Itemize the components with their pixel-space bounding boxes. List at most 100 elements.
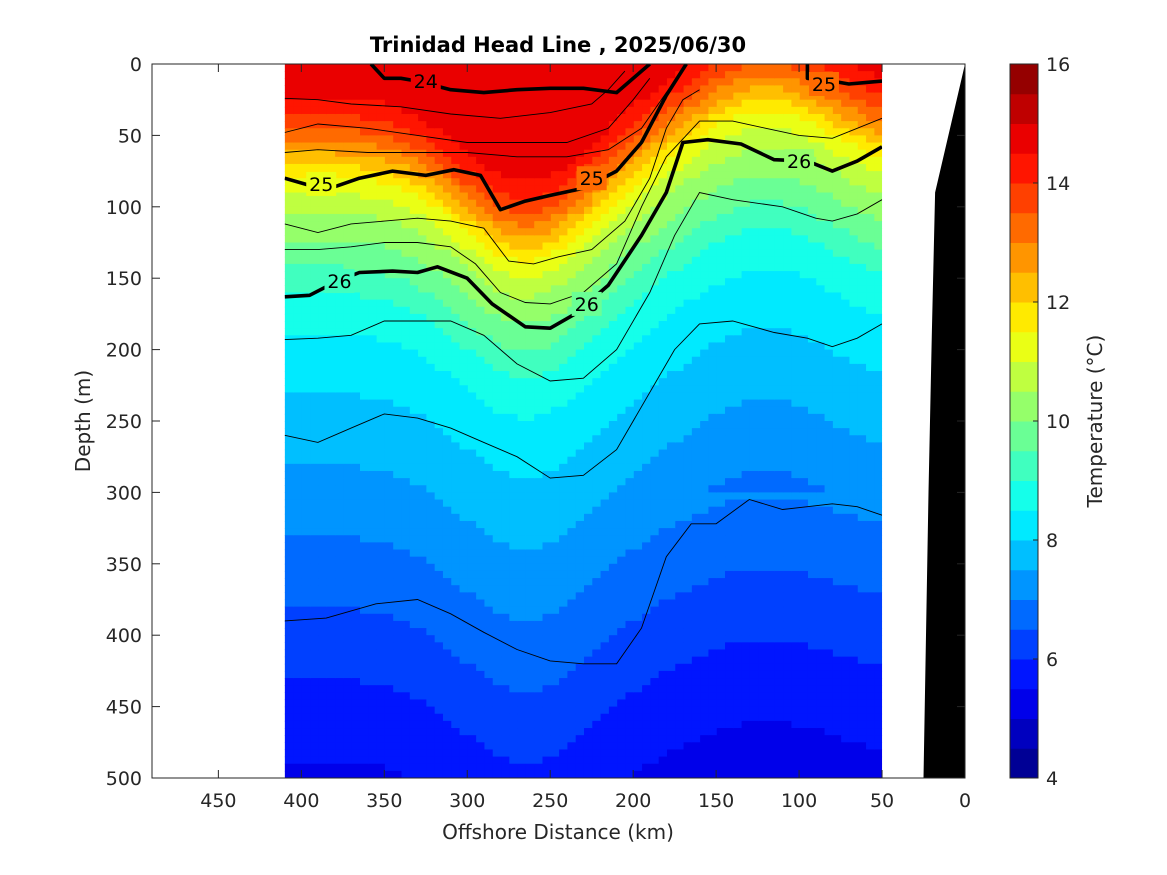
temperature-cell bbox=[666, 435, 676, 444]
temperature-cell bbox=[699, 85, 709, 94]
temperature-cell bbox=[483, 749, 493, 758]
temperature-cell bbox=[724, 406, 734, 415]
temperature-cell bbox=[757, 685, 767, 693]
temperature-cell bbox=[525, 256, 535, 265]
temperature-cell bbox=[558, 213, 568, 222]
temperature-cell bbox=[658, 64, 667, 72]
temperature-cell bbox=[799, 728, 808, 736]
temperature-cell bbox=[583, 670, 593, 679]
temperature-cell bbox=[707, 742, 717, 751]
temperature-cell bbox=[857, 506, 867, 515]
temperature-cell bbox=[749, 513, 759, 522]
temperature-cell bbox=[624, 706, 634, 715]
temperature-cell bbox=[707, 449, 717, 458]
temperature-cell bbox=[475, 678, 485, 686]
temperature-cell bbox=[483, 456, 493, 465]
temperature-cell bbox=[724, 163, 734, 172]
temperature-cell bbox=[873, 413, 883, 422]
temperature-cell bbox=[716, 328, 726, 336]
temperature-cell bbox=[757, 85, 767, 94]
temperature-cell bbox=[616, 313, 626, 322]
temperature-cell bbox=[699, 185, 709, 194]
temperature-cell bbox=[840, 599, 850, 608]
temperature-cell bbox=[533, 720, 543, 729]
temperature-cell bbox=[641, 706, 651, 715]
temperature-cell bbox=[732, 606, 742, 615]
temperature-cell bbox=[799, 428, 808, 436]
temperature-cell bbox=[467, 670, 477, 679]
temperature-cell bbox=[666, 363, 676, 372]
temperature-cell bbox=[682, 578, 692, 586]
temperature-cell bbox=[575, 606, 584, 615]
temperature-cell bbox=[848, 713, 858, 722]
temperature-cell bbox=[857, 178, 867, 186]
temperature-cell bbox=[716, 349, 726, 358]
temperature-cell bbox=[649, 506, 659, 515]
temperature-cell bbox=[765, 128, 775, 136]
temperature-cell bbox=[566, 470, 576, 479]
temperature-cell bbox=[724, 71, 734, 79]
temperature-cell bbox=[832, 470, 842, 479]
temperature-cell bbox=[649, 720, 659, 729]
temperature-cell bbox=[558, 620, 568, 629]
temperature-cell bbox=[550, 685, 560, 693]
temperature-cell bbox=[857, 342, 867, 351]
temperature-cell bbox=[807, 221, 817, 229]
temperature-cell bbox=[790, 421, 800, 429]
temperature-cell bbox=[815, 428, 825, 436]
temperature-cell bbox=[475, 299, 485, 308]
temperature-cell bbox=[790, 549, 800, 558]
temperature-cell bbox=[467, 449, 477, 458]
temperature-cell bbox=[599, 649, 609, 658]
temperature-cell bbox=[749, 128, 759, 136]
temperature-cell bbox=[707, 328, 717, 336]
temperature-cell bbox=[500, 656, 510, 665]
temperature-cell bbox=[591, 742, 601, 751]
temperature-cell bbox=[583, 599, 593, 608]
temperature-cell bbox=[641, 421, 651, 429]
temperature-cell bbox=[658, 299, 667, 308]
temperature-cell bbox=[641, 413, 651, 422]
temperature-cell bbox=[541, 513, 551, 522]
temperature-cell bbox=[682, 749, 692, 758]
temperature-cell bbox=[658, 770, 667, 778]
temperature-cell bbox=[807, 242, 817, 251]
temperature-cell bbox=[558, 78, 568, 87]
temperature-cell bbox=[757, 113, 767, 122]
temperature-cell bbox=[757, 456, 767, 465]
temperature-cell bbox=[666, 421, 676, 429]
temperature-cell bbox=[658, 749, 667, 758]
temperature-cell bbox=[807, 520, 817, 529]
temperature-cell bbox=[483, 499, 493, 508]
temperature-cell bbox=[741, 756, 750, 765]
temperature-cell bbox=[823, 635, 833, 643]
temperature-cell bbox=[774, 463, 784, 472]
temperature-cell bbox=[550, 78, 560, 87]
temperature-cell bbox=[558, 499, 568, 508]
temperature-cell bbox=[583, 763, 593, 772]
temperature-cell bbox=[757, 335, 767, 344]
temperature-cell bbox=[823, 363, 833, 372]
temperature-cell bbox=[857, 699, 867, 708]
temperature-cell bbox=[840, 363, 850, 372]
temperature-cell bbox=[575, 456, 584, 465]
temperature-cell bbox=[492, 678, 502, 686]
temperature-cell bbox=[682, 106, 692, 115]
temperature-cell bbox=[765, 656, 775, 665]
temperature-cell bbox=[707, 613, 717, 622]
temperature-cell bbox=[483, 64, 493, 72]
temperature-cell bbox=[475, 221, 485, 229]
temperature-cell bbox=[857, 199, 867, 208]
temperature-cell bbox=[699, 328, 709, 336]
temperature-cell bbox=[483, 520, 493, 529]
temperature-cell bbox=[823, 428, 833, 436]
temperature-cell bbox=[591, 385, 601, 394]
temperature-cell bbox=[541, 735, 551, 743]
temperature-cell bbox=[500, 71, 510, 79]
temperature-cell bbox=[807, 121, 817, 129]
temperature-cell bbox=[832, 635, 842, 643]
temperature-cell bbox=[865, 435, 875, 444]
temperature-cell bbox=[724, 235, 734, 244]
temperature-cell bbox=[815, 235, 825, 244]
temperature-cell bbox=[591, 263, 601, 272]
